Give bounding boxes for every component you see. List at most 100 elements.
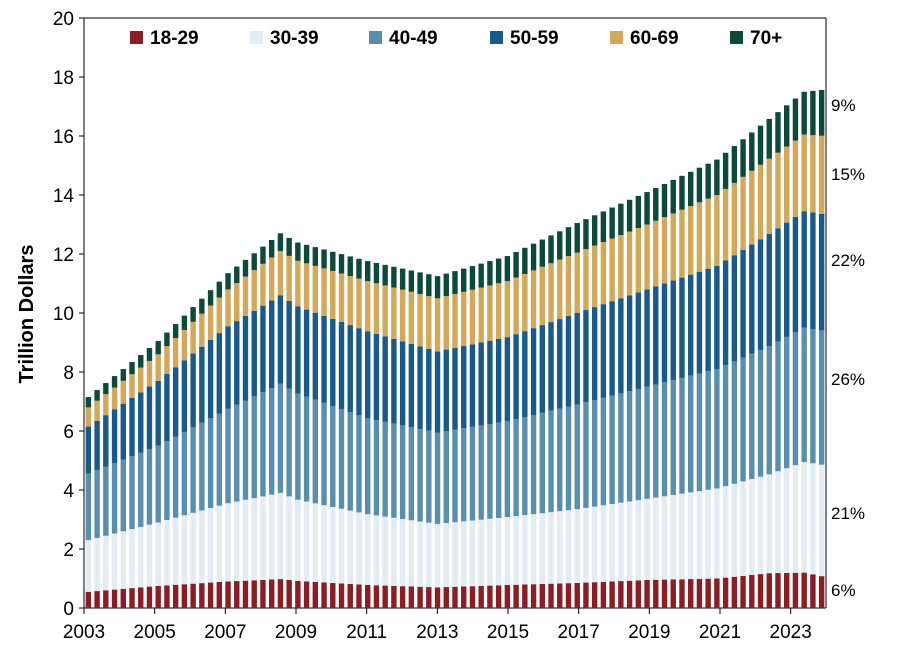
bar-segment-50-59 <box>740 249 746 358</box>
bar-segment-50-59 <box>103 415 109 467</box>
bar-segment-40-49 <box>408 427 415 521</box>
bar-segment-40-49 <box>766 346 772 475</box>
bar-segment-30-39 <box>138 526 144 588</box>
bar-segment-70+ <box>810 90 816 136</box>
bar-segment-70+ <box>330 251 336 271</box>
bar-segment-70+ <box>103 383 109 395</box>
bar-segment-40-49 <box>85 473 92 541</box>
bar-segment-40-49 <box>260 392 266 497</box>
share-label: 9% <box>831 96 856 115</box>
bar-segment-18-29 <box>757 574 764 608</box>
bar-segment-40-49 <box>461 428 467 522</box>
bar-segment-50-59 <box>626 295 633 392</box>
bar-segment-40-49 <box>539 412 545 514</box>
bar-segment-50-59 <box>164 374 170 442</box>
bar-segment-30-39 <box>338 508 345 584</box>
bar-segment-18-29 <box>661 579 668 608</box>
bar-segment-30-39 <box>661 496 668 580</box>
bar-segment-60-69 <box>469 289 476 345</box>
bar-segment-40-49 <box>705 371 711 490</box>
bar-segment-40-49 <box>801 327 807 462</box>
bar-segment-30-39 <box>740 481 746 576</box>
bar-segment-60-69 <box>172 338 179 368</box>
bar-segment-70+ <box>670 179 676 214</box>
bar-segment-40-49 <box>696 373 703 492</box>
y-axis-ticks: 0 2 4 6 8 10 12 14 16 18 20 <box>53 9 84 620</box>
bar-segment-18-29 <box>338 583 345 608</box>
bar-segment-30-39 <box>251 498 257 581</box>
bar-segment-30-39 <box>164 520 170 586</box>
bar-segment-70+ <box>626 199 633 232</box>
bar-segment-40-49 <box>731 361 738 484</box>
bar-segment-30-39 <box>600 505 607 582</box>
bar-segment-30-39 <box>443 523 449 588</box>
bar-segment-40-49 <box>687 375 694 493</box>
bar-segment-40-49 <box>225 408 231 504</box>
bar-segment-30-39 <box>478 519 484 586</box>
bar-segment-40-49 <box>207 418 214 509</box>
bar-segment-50-59 <box>548 322 554 411</box>
bar-segment-40-49 <box>565 406 572 511</box>
bar-segment-40-49 <box>155 445 161 523</box>
bar-segment-30-39 <box>312 503 319 582</box>
bar-segment-70+ <box>687 171 694 207</box>
bar-segment-50-59 <box>679 277 685 378</box>
bar-segment-18-29 <box>600 581 607 608</box>
bar-segment-70+ <box>644 192 650 225</box>
bar-segment-30-39 <box>373 515 380 586</box>
bar-segment-30-39 <box>303 501 310 582</box>
bar-segment-50-59 <box>330 318 336 406</box>
bar-segment-30-39 <box>574 509 580 583</box>
bar-segment-70+ <box>225 273 231 290</box>
bar-segment-70+ <box>373 262 380 284</box>
bar-segment-50-59 <box>399 341 406 426</box>
bar-segment-70+ <box>391 266 397 288</box>
bar-segment-70+ <box>487 261 493 286</box>
bar-segment-60-69 <box>111 387 118 410</box>
bar-segment-70+ <box>653 187 659 221</box>
bar-segment-30-39 <box>722 486 729 578</box>
bar-segment-60-69 <box>696 202 703 272</box>
bar-segment-30-39 <box>495 517 502 586</box>
bar-segment-30-39 <box>111 533 118 590</box>
bar-segment-70+ <box>408 270 415 292</box>
bar-segment-30-39 <box>469 520 476 587</box>
bar-segment-30-39 <box>365 514 371 585</box>
bar-segment-40-49 <box>286 388 292 497</box>
bar-segment-30-39 <box>452 522 458 587</box>
bar-segment-18-29 <box>286 579 292 608</box>
bar-segment-70+ <box>801 91 807 135</box>
legend-swatch-18-29 <box>130 31 143 44</box>
bar-segment-18-29 <box>461 586 467 608</box>
bar-segment-60-69 <box>679 209 685 278</box>
bar-segment-60-69 <box>539 266 545 326</box>
y-tick-label: 0 <box>63 599 74 620</box>
y-tick-label: 8 <box>63 363 74 384</box>
bar-segment-18-29 <box>810 574 816 608</box>
bar-segment-40-49 <box>626 391 633 502</box>
bar-segment-18-29 <box>626 580 633 608</box>
bar-segment-60-69 <box>216 297 223 334</box>
bar-segment-50-59 <box>138 392 144 453</box>
bar-segment-70+ <box>522 247 528 274</box>
bar-segment-30-39 <box>810 463 816 575</box>
bar-segment-50-59 <box>452 347 458 430</box>
bar-segment-40-49 <box>138 452 144 527</box>
bar-segment-18-29 <box>775 573 781 608</box>
bar-segment-60-69 <box>260 263 266 306</box>
bar-segment-30-39 <box>626 501 633 581</box>
bar-segment-40-49 <box>111 463 118 534</box>
bar-segment-60-69 <box>495 283 502 339</box>
bar-segment-18-29 <box>487 585 493 608</box>
bar-segment-30-39 <box>129 529 135 589</box>
bar-segment-50-59 <box>443 349 449 432</box>
bar-segment-60-69 <box>268 257 275 301</box>
bar-segment-18-29 <box>94 591 100 608</box>
bar-segment-40-49 <box>469 426 476 521</box>
bar-segment-60-69 <box>478 287 484 343</box>
bar-segment-40-49 <box>775 341 781 472</box>
bar-segment-70+ <box>618 203 624 236</box>
bar-segment-30-39 <box>696 491 703 579</box>
bar-segment-30-39 <box>295 499 301 581</box>
